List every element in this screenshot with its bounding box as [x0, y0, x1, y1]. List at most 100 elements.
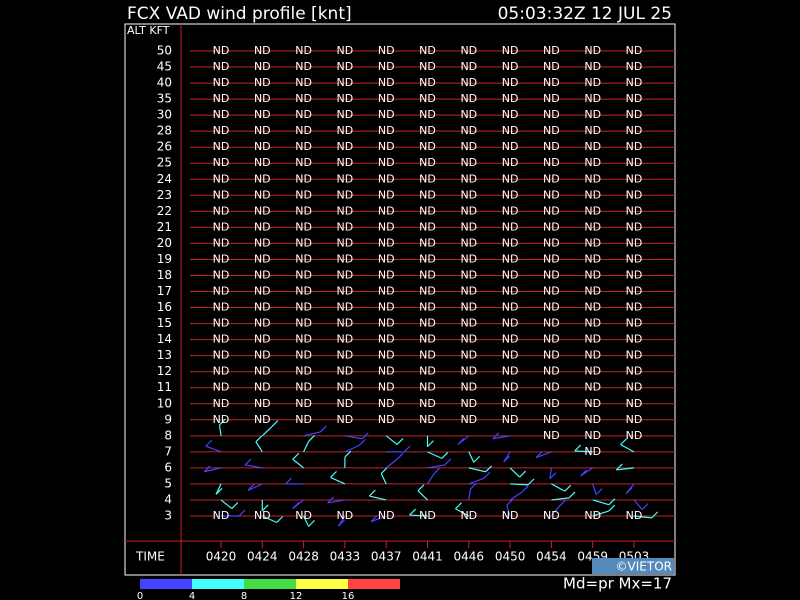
- barb-flag: [620, 438, 628, 446]
- timestamp: 05:03:32Z 12 JUL 25: [498, 4, 672, 24]
- cell: ND: [543, 365, 560, 378]
- cell: ND: [460, 509, 477, 522]
- cell: ND: [213, 301, 230, 314]
- cell: ND: [584, 172, 601, 185]
- barb-staff: [303, 431, 321, 437]
- cell: ND: [584, 413, 601, 426]
- altitude-label: 13: [157, 348, 172, 362]
- cell: ND: [254, 188, 271, 201]
- cell: ND: [584, 236, 601, 249]
- cell: ND: [460, 317, 477, 330]
- cell: ND: [419, 365, 436, 378]
- cell: ND: [584, 156, 601, 169]
- grid: [190, 50, 675, 548]
- cell: ND: [419, 172, 436, 185]
- barb-flag: [285, 477, 293, 485]
- cell: ND: [378, 365, 395, 378]
- cell: ND: [543, 381, 560, 394]
- cell: ND: [295, 381, 312, 394]
- barb-flag: [615, 463, 623, 471]
- cell: ND: [213, 156, 230, 169]
- cell: ND: [254, 76, 271, 89]
- altitude-label: 28: [157, 124, 172, 138]
- frame: [124, 23, 676, 576]
- barb-staff: [261, 426, 273, 437]
- cell: ND: [502, 285, 519, 298]
- legend-label: 8: [241, 591, 247, 600]
- barb-staff: [427, 451, 443, 459]
- barb-flag: [292, 502, 300, 510]
- cell: ND: [254, 172, 271, 185]
- cell: ND: [543, 413, 560, 426]
- barb-flag: [276, 516, 284, 523]
- barb-flag: [205, 439, 213, 447]
- cell: ND: [295, 92, 312, 105]
- cell: ND: [378, 381, 395, 394]
- barb-flag: [625, 487, 633, 495]
- cell: ND: [337, 268, 354, 281]
- barb-flag: [444, 458, 452, 466]
- cell: ND: [502, 509, 519, 522]
- cell: ND: [419, 381, 436, 394]
- cell: ND: [584, 108, 601, 121]
- cell: ND: [584, 252, 601, 265]
- cell: ND: [543, 220, 560, 233]
- barb-staff: [220, 499, 233, 510]
- cell: ND: [502, 76, 519, 89]
- altitude-label: 24: [157, 172, 172, 186]
- barb-staff: [616, 467, 635, 471]
- altitude-label: 26: [157, 140, 172, 154]
- cell: ND: [337, 413, 354, 426]
- barb-staff: [204, 467, 222, 473]
- time-label: 0446: [454, 550, 485, 564]
- cell: ND: [337, 285, 354, 298]
- cell: ND: [337, 397, 354, 410]
- cell: ND: [378, 413, 395, 426]
- cell: ND: [213, 140, 230, 153]
- barb-flag: [485, 465, 493, 473]
- barb-flag: [492, 432, 500, 440]
- barb-staff: [369, 495, 387, 501]
- barb-flag: [319, 425, 327, 433]
- cell: ND: [584, 333, 601, 346]
- barb-staff: [509, 467, 521, 478]
- legend-swatch: [140, 579, 192, 589]
- cell: ND: [378, 172, 395, 185]
- barb-staff: [550, 505, 560, 517]
- cell: ND: [584, 349, 601, 362]
- cell: ND: [295, 285, 312, 298]
- cell: ND: [584, 140, 601, 153]
- cell: ND: [254, 301, 271, 314]
- cell: ND: [254, 124, 271, 137]
- cell: ND: [419, 413, 436, 426]
- cell: ND: [337, 172, 354, 185]
- cell: ND: [337, 236, 354, 249]
- cell: ND: [213, 333, 230, 346]
- cell: ND: [254, 60, 271, 73]
- time-label: 0433: [330, 550, 361, 564]
- cell: ND: [626, 317, 643, 330]
- cell: ND: [254, 285, 271, 298]
- altitude-label: 10: [157, 396, 172, 410]
- cell: ND: [419, 317, 436, 330]
- cell: ND: [337, 381, 354, 394]
- cell: ND: [378, 220, 395, 233]
- cell: ND: [584, 381, 601, 394]
- altitude-label: 17: [157, 284, 172, 298]
- barb-flag: [396, 438, 404, 445]
- cell: ND: [378, 301, 395, 314]
- cell: ND: [213, 397, 230, 410]
- cell: ND: [502, 268, 519, 281]
- cell: ND: [626, 188, 643, 201]
- cell: ND: [378, 60, 395, 73]
- cell: ND: [460, 44, 477, 57]
- altitude-label: 9: [164, 412, 172, 426]
- barb-staff: [247, 483, 263, 491]
- altitude-label: 40: [157, 76, 172, 90]
- cell: ND: [419, 236, 436, 249]
- cell: ND: [378, 349, 395, 362]
- cell: ND: [626, 397, 643, 410]
- barb-flag: [608, 504, 616, 512]
- cell: ND: [460, 108, 477, 121]
